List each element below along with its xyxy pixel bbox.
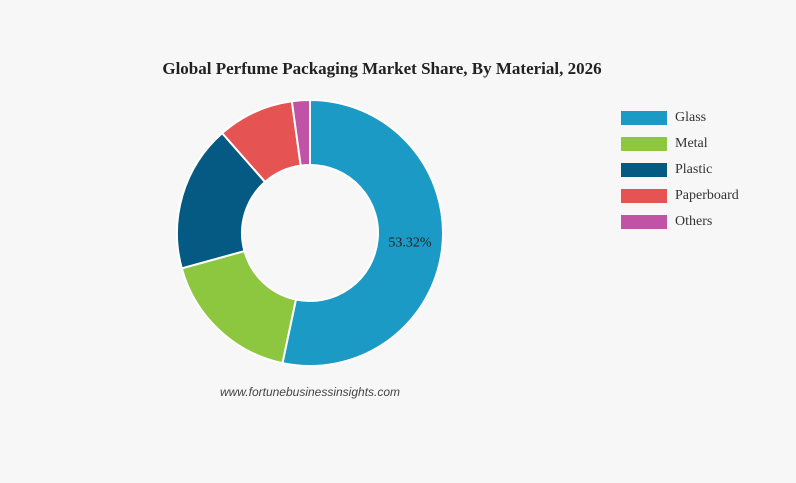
legend-swatch: [621, 111, 667, 125]
legend-label: Glass: [675, 110, 706, 125]
legend-swatch: [621, 215, 667, 229]
legend-label: Paperboard: [675, 188, 739, 203]
legend-swatch: [621, 163, 667, 177]
slice: [281, 98, 444, 367]
value-label: 53.32%: [388, 236, 432, 251]
legend-label: Plastic: [675, 162, 712, 177]
slice: [180, 249, 298, 365]
chart-title: Global Perfume Packaging Market Share, B…: [162, 59, 601, 78]
legend-swatch: [621, 137, 667, 151]
legend-label: Metal: [675, 136, 708, 151]
source: www.fortunebusinessinsights.com: [220, 385, 400, 399]
legend-swatch: [621, 189, 667, 203]
slice: [290, 98, 311, 167]
legend-label: Others: [675, 214, 712, 229]
